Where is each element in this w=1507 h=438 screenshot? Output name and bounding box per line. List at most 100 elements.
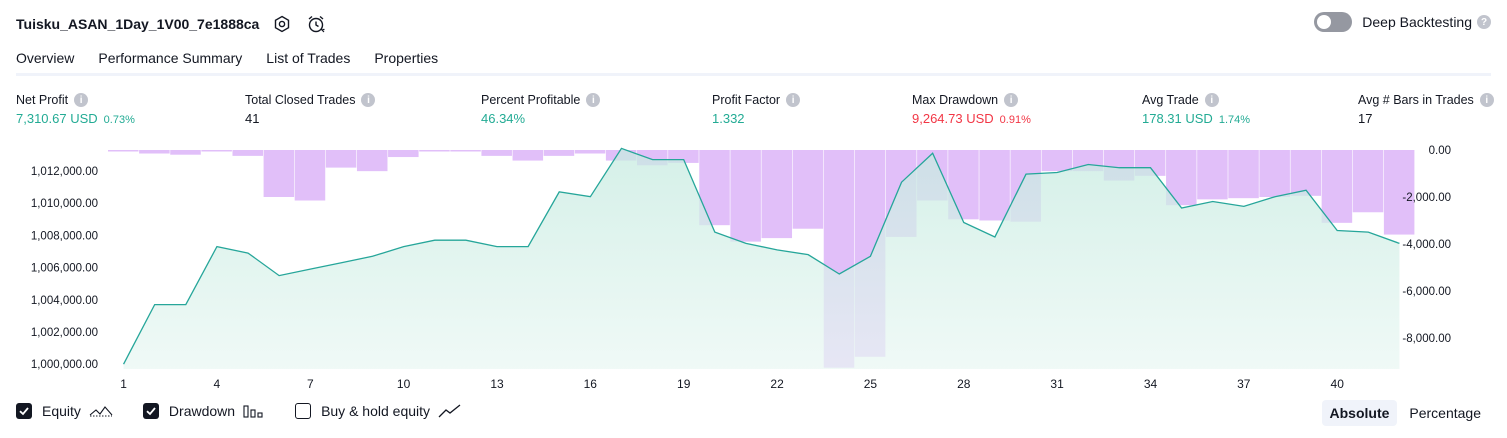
x-axis: 1 4 7 10 13 16 19 22 25 28 31 34 37 40 (120, 377, 1344, 391)
mode-absolute[interactable]: Absolute (1321, 400, 1398, 426)
drawdown-checkbox[interactable] (142, 403, 159, 419)
x-axis-tick: 13 (490, 377, 504, 391)
equity-area (123, 148, 1400, 369)
drawdown-bar (356, 150, 388, 172)
metric-value: 7,310.67 USD (16, 111, 98, 126)
view-mode-switch: Absolute Percentage (1318, 400, 1490, 426)
drawdown-bar (1290, 150, 1322, 196)
drawdown-bar (263, 150, 295, 197)
metric-label: Net Profit (16, 93, 69, 107)
equity-line (122, 147, 1400, 365)
info-icon[interactable]: i (1004, 93, 1019, 107)
drawdown-bar (1352, 150, 1384, 213)
alarm-clock-icon[interactable] (305, 13, 327, 35)
deep-backtesting: Deep Backtesting ? (1314, 12, 1491, 32)
metric-net-profit: Net Profit i 7,310.67 USD 0.73% (16, 93, 135, 126)
drawdown-bar (481, 150, 512, 156)
metric-label: Percent Profitable (481, 93, 581, 107)
info-icon[interactable]: i (786, 93, 801, 107)
drawdown-bar (1259, 150, 1290, 197)
x-axis-tick: 34 (1144, 377, 1158, 391)
tab-overview[interactable]: Overview (16, 46, 75, 76)
right-axis-tick: -4,000.00 (1402, 239, 1451, 251)
metric-label: Max Drawdown (912, 93, 999, 107)
trend-line-icon (438, 403, 462, 419)
drawdown-bar (139, 150, 170, 154)
tab-properties[interactable]: Properties (374, 50, 439, 66)
tab-list-of-trades[interactable]: List of Trades (266, 50, 351, 66)
metric-value: 17 (1358, 111, 1373, 126)
drawdown-bar (294, 150, 326, 201)
x-axis-tick: 10 (397, 377, 411, 391)
x-axis-tick: 1 (120, 377, 127, 391)
gear-icon[interactable] (271, 13, 293, 35)
info-icon[interactable]: i (1479, 93, 1494, 107)
drawdown-bar (574, 150, 606, 154)
x-axis-tick: 4 (214, 377, 221, 391)
metric-percent-profitable: Percent Profitable i 46.34% (481, 93, 601, 126)
left-axis: 1,000,000.00 1,002,000.00 1,004,000.00 1,00… (31, 166, 98, 371)
metric-label: Total Closed Trades (245, 93, 356, 107)
help-icon[interactable]: ? (1477, 15, 1491, 29)
drawdown-bar (201, 150, 232, 152)
x-axis-tick: 25 (864, 377, 878, 391)
metric-percent: 0.73% (103, 114, 135, 126)
metric-avg-bars: Avg # Bars in Trades i 17 (1358, 93, 1494, 126)
legend-label: Equity (42, 403, 81, 419)
drawdown-bar (419, 150, 450, 152)
equity-drawdown-chart: 1,000,000.00 1,002,000.00 1,004,000.00 1,00… (31, 145, 1451, 391)
info-icon[interactable]: i (361, 93, 376, 107)
info-icon[interactable]: i (586, 93, 601, 107)
x-axis-tick: 7 (307, 377, 314, 391)
left-axis-tick: 1,010,000.00 (31, 198, 98, 210)
metric-value: 46.34% (481, 111, 526, 126)
metric-value: 9,264.73 USD (912, 111, 994, 126)
metrics-row: Net Profit i 7,310.67 USD 0.73% Total Clos… (0, 93, 1507, 133)
strategy-title: Tuisku_ASAN_1Day_1V00_7e1888ca (16, 16, 260, 32)
right-axis: 0.00 -2,000.00 -4,000.00 -6,000.00 -8,000.00 (1402, 145, 1451, 345)
right-axis-tick: -2,000.00 (1402, 192, 1451, 204)
buy-hold-checkbox[interactable] (295, 403, 312, 419)
drawdown-bar (388, 150, 419, 158)
legend-drawdown[interactable]: Drawdown (142, 403, 265, 419)
metric-value: 41 (245, 111, 260, 126)
left-axis-tick: 1,008,000.00 (31, 230, 98, 242)
drawdown-bar (1321, 150, 1353, 223)
drawdown-bar (450, 150, 481, 152)
drawdown-bar (543, 150, 575, 156)
drawdown-bar (1228, 150, 1259, 199)
drawdown-bar (325, 150, 357, 168)
metric-avg-trade: Avg Trade i 178.31 USD 1.74% (1142, 93, 1250, 126)
left-axis-tick: 1,000,000.00 (31, 359, 98, 371)
x-axis-tick: 19 (677, 377, 691, 391)
tab-performance-summary[interactable]: Performance Summary (98, 50, 243, 66)
deep-backtesting-toggle[interactable] (1314, 12, 1353, 32)
equity-checkbox[interactable] (16, 403, 32, 419)
x-axis-tick: 22 (770, 377, 784, 391)
tabs-divider (16, 73, 1491, 76)
metric-value: 178.31 USD (1142, 111, 1213, 126)
drawdown-bar (979, 150, 1010, 221)
tab-bar: Overview Performance Summary List of Tra… (16, 46, 462, 76)
drawdown-bar (170, 150, 201, 155)
drawdown-bar (1041, 150, 1073, 172)
x-axis-tick: 40 (1331, 377, 1345, 391)
x-axis-tick: 31 (1050, 377, 1064, 391)
left-axis-tick: 1,004,000.00 (31, 295, 98, 307)
drawdown-bar (1197, 150, 1228, 200)
info-icon[interactable]: i (1204, 93, 1219, 107)
legend-buy-hold[interactable]: Buy & hold equity (295, 403, 462, 419)
legend-equity[interactable]: Equity (16, 403, 113, 419)
metric-max-drawdown: Max Drawdown i 9,264.73 USD 0.91% (912, 93, 1031, 126)
info-icon[interactable]: i (74, 93, 89, 107)
left-axis-tick: 1,002,000.00 (31, 327, 98, 339)
metric-label: Avg # Bars in Trades (1358, 93, 1474, 107)
mode-percentage[interactable]: Percentage (1409, 405, 1481, 421)
bar-chart-icon (243, 403, 265, 419)
x-axis-tick: 16 (584, 377, 598, 391)
drawdown-bar (108, 150, 139, 152)
drawdown-bar (730, 150, 761, 242)
left-axis-tick: 1,012,000.00 (31, 166, 98, 178)
metric-percent: 0.91% (999, 114, 1031, 126)
legend-label: Buy & hold equity (321, 403, 431, 419)
